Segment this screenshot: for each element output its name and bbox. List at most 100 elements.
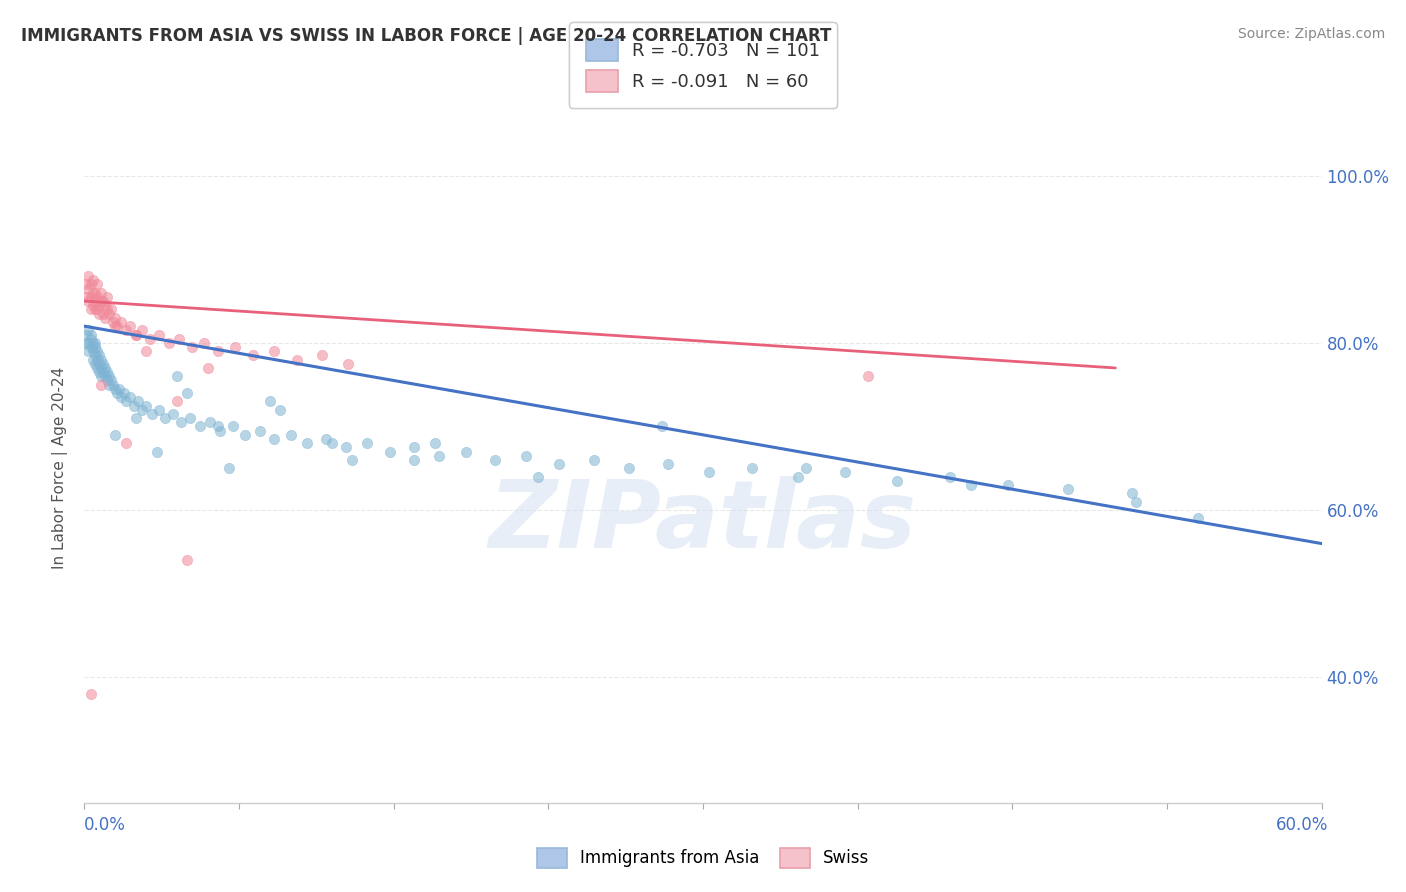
Text: Source: ZipAtlas.com: Source: ZipAtlas.com xyxy=(1237,27,1385,41)
Text: IMMIGRANTS FROM ASIA VS SWISS IN LABOR FORCE | AGE 20-24 CORRELATION CHART: IMMIGRANTS FROM ASIA VS SWISS IN LABOR F… xyxy=(21,27,831,45)
Point xyxy=(96,374,118,388)
Point xyxy=(103,377,125,392)
Point xyxy=(96,302,118,317)
Point xyxy=(75,335,97,350)
Point xyxy=(105,319,128,334)
Point xyxy=(87,348,110,362)
Point xyxy=(582,453,605,467)
Point xyxy=(135,344,157,359)
Point xyxy=(484,453,506,467)
Point xyxy=(157,335,180,350)
Point xyxy=(997,478,1019,492)
Point xyxy=(87,307,110,321)
Point xyxy=(86,277,108,292)
Point xyxy=(131,323,153,337)
Point xyxy=(786,469,808,483)
Point xyxy=(86,352,108,367)
Point xyxy=(342,453,364,467)
Point xyxy=(259,394,281,409)
Point xyxy=(83,335,105,350)
Point xyxy=(122,399,145,413)
Point xyxy=(337,357,360,371)
Point xyxy=(86,302,108,317)
Point xyxy=(104,319,127,334)
Point xyxy=(311,348,333,362)
Point xyxy=(242,348,264,362)
Point xyxy=(125,411,148,425)
Point xyxy=(1125,494,1147,508)
Point xyxy=(96,290,118,304)
Point xyxy=(90,352,112,367)
Point xyxy=(83,340,105,354)
Point xyxy=(148,327,170,342)
Point xyxy=(82,335,104,350)
Point xyxy=(104,428,127,442)
Point xyxy=(118,319,141,334)
Point xyxy=(90,377,112,392)
Point xyxy=(82,344,104,359)
Point xyxy=(108,382,131,396)
Point xyxy=(939,469,962,483)
Point xyxy=(90,361,112,376)
Point xyxy=(131,402,153,417)
Point xyxy=(91,357,114,371)
Point xyxy=(94,361,117,376)
Point xyxy=(209,424,232,438)
Point xyxy=(145,444,167,458)
Text: 60.0%: 60.0% xyxy=(1277,816,1329,834)
Point xyxy=(527,469,550,483)
Point xyxy=(263,432,285,446)
Point xyxy=(104,382,127,396)
Point xyxy=(82,298,104,312)
Point xyxy=(87,365,110,379)
Point xyxy=(90,294,112,309)
Point xyxy=(114,436,136,450)
Point xyxy=(100,374,122,388)
Point xyxy=(75,327,97,342)
Point xyxy=(79,302,101,317)
Point xyxy=(83,357,105,371)
Point xyxy=(125,327,148,342)
Point xyxy=(83,294,105,309)
Point xyxy=(207,344,229,359)
Point xyxy=(356,436,378,450)
Point xyxy=(166,369,188,384)
Point xyxy=(193,335,215,350)
Point xyxy=(285,352,308,367)
Point xyxy=(269,402,291,417)
Point xyxy=(77,335,100,350)
Point xyxy=(886,474,908,488)
Point xyxy=(103,315,125,329)
Point xyxy=(118,390,141,404)
Point xyxy=(114,394,136,409)
Legend: Immigrants from Asia, Swiss: Immigrants from Asia, Swiss xyxy=(530,841,876,875)
Point xyxy=(741,461,763,475)
Point xyxy=(224,340,246,354)
Point xyxy=(79,687,101,701)
Point xyxy=(179,411,201,425)
Point xyxy=(657,457,679,471)
Point xyxy=(87,357,110,371)
Point xyxy=(423,436,446,450)
Point xyxy=(98,369,121,384)
Point xyxy=(651,419,673,434)
Point xyxy=(547,457,569,471)
Point xyxy=(86,344,108,359)
Point xyxy=(454,444,477,458)
Point xyxy=(94,369,117,384)
Point xyxy=(94,298,117,312)
Point xyxy=(82,352,104,367)
Point xyxy=(404,453,426,467)
Point xyxy=(166,394,188,409)
Point xyxy=(197,361,219,376)
Point xyxy=(378,444,401,458)
Point xyxy=(77,294,100,309)
Point xyxy=(110,390,132,404)
Point xyxy=(114,323,136,337)
Point xyxy=(75,277,97,292)
Point xyxy=(79,327,101,342)
Point xyxy=(91,294,114,309)
Point xyxy=(125,327,148,342)
Point xyxy=(91,307,114,321)
Point xyxy=(170,415,193,429)
